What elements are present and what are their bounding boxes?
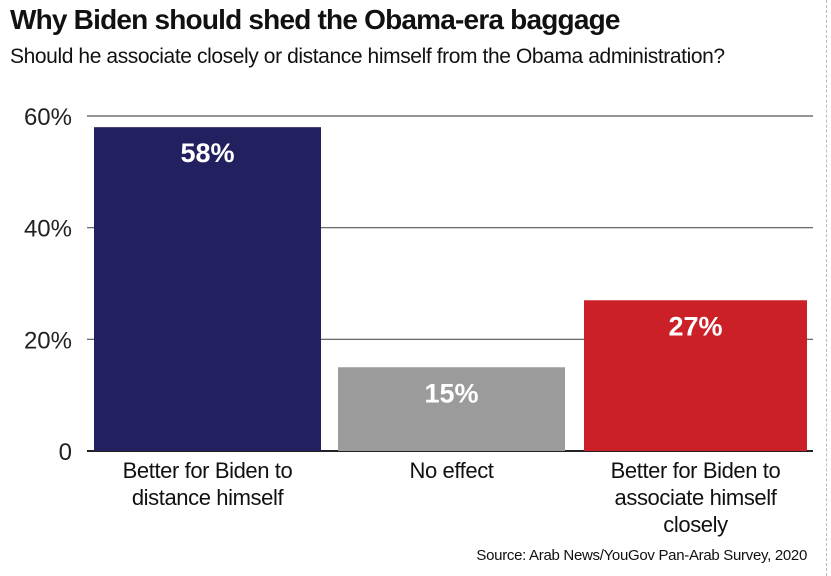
y-tick-label: 40% xyxy=(24,216,72,243)
y-tick-label: 20% xyxy=(24,327,72,354)
bar xyxy=(584,300,807,451)
dashed-divider xyxy=(826,0,827,576)
category-label-line: Better for Biden to xyxy=(122,458,293,483)
chart-subtitle: Should he associate closely or distance … xyxy=(10,45,725,68)
bar xyxy=(338,367,565,451)
category-label-line: No effect xyxy=(409,458,494,483)
category-label-line: distance himself xyxy=(131,485,284,510)
source-note: Source: Arab News/YouGov Pan-Arab Survey… xyxy=(476,547,807,564)
category-label: Better for Biden to distance himself xyxy=(84,457,331,511)
category-label-line: associate himself xyxy=(614,485,777,510)
bar xyxy=(94,127,321,452)
category-label-line: closely xyxy=(663,512,728,537)
category-label: Better for Biden to associate himself clos… xyxy=(574,457,817,538)
y-tick-label: 60% xyxy=(24,104,72,131)
category-label-line: Better for Biden to xyxy=(610,458,781,483)
y-tick-label: 0 xyxy=(59,439,72,466)
bar-value-label: 27% xyxy=(668,311,722,341)
bar-value-label: 58% xyxy=(180,138,234,168)
chart-title: Why Biden should shed the Obama-era bagg… xyxy=(10,4,621,35)
category-label: No effect xyxy=(328,457,575,484)
bar-value-label: 15% xyxy=(424,378,478,408)
